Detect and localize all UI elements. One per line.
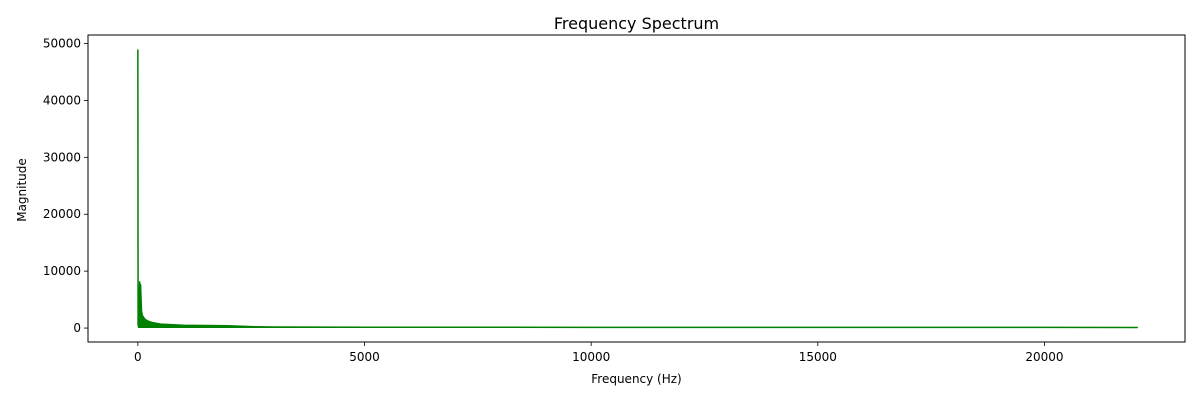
x-tick-label: 20000 [1025, 350, 1063, 364]
spectrum-point [144, 318, 146, 320]
y-axis-label: Magnitude [15, 158, 29, 222]
spectrum-point [138, 316, 140, 318]
spectrum-point [146, 320, 148, 322]
spectrum-point [363, 326, 366, 328]
y-tick-label: 0 [73, 321, 81, 335]
spectrum-point [137, 49, 139, 51]
spectrum-point [141, 314, 143, 317]
spectrum-point [1043, 326, 1046, 329]
spectrum-point [139, 284, 142, 286]
chart-title: Frequency Spectrum [554, 14, 719, 33]
spectrum-point [139, 304, 141, 306]
y-tick-label: 20000 [43, 207, 81, 221]
spectrum-point [1136, 326, 1138, 329]
spectrum-point [159, 323, 162, 325]
spectrum-point [150, 321, 153, 323]
spectrum-point [182, 324, 184, 326]
x-tick-label: 5000 [349, 350, 380, 364]
y-tick-label: 50000 [43, 37, 81, 51]
spectrum-point [139, 281, 141, 283]
spectrum-point [817, 326, 819, 328]
y-tick-label: 30000 [43, 150, 81, 164]
spectrum-point [205, 324, 207, 327]
x-tick-label: 15000 [799, 350, 837, 364]
spectrum-point [140, 310, 143, 312]
plot-area [137, 49, 1138, 329]
x-axis-ticks: 0 5000 10000 15000 20000 [134, 342, 1064, 364]
spectrum-point [273, 326, 275, 328]
spectrum-line [137, 49, 1138, 329]
y-tick-label: 40000 [43, 93, 81, 107]
spectrum-point [590, 326, 592, 328]
spectrum-band [137, 49, 1138, 329]
x-axis-label: Frequency (Hz) [591, 372, 682, 386]
y-tick-label: 10000 [43, 264, 81, 278]
spectrum-point [227, 325, 230, 327]
spectrum-point [250, 326, 252, 328]
x-tick-label: 0 [134, 350, 142, 364]
x-tick-label: 10000 [572, 350, 610, 364]
y-axis-ticks: 0 10000 20000 30000 40000 50000 [43, 37, 88, 335]
plot-frame [87, 34, 1186, 343]
spectrum-point [137, 324, 139, 326]
